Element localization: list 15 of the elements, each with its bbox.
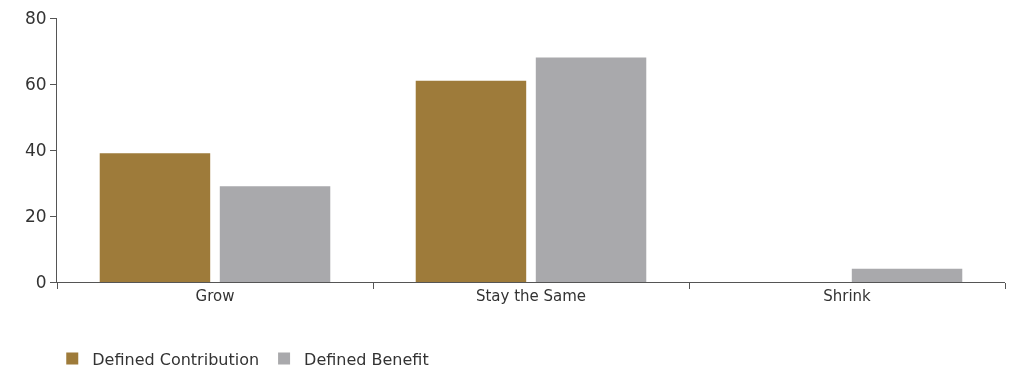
legend-label: Defined Benefit (304, 349, 429, 369)
x-tick-label: Grow (195, 287, 235, 305)
y-tick-label: 40 (24, 139, 47, 160)
y-tick-label: 20 (24, 205, 47, 226)
bar (535, 57, 647, 282)
bar (415, 80, 527, 282)
bar (99, 153, 211, 282)
y-tick-label: 60 (24, 73, 47, 94)
legend-label: Defined Contribution (92, 349, 260, 369)
y-tick-label: 80 (24, 7, 47, 28)
y-tick-label: 0 (35, 271, 47, 292)
x-tick-label: Shrink (823, 287, 872, 305)
x-tick-label: Stay the Same (475, 287, 587, 305)
bar (219, 186, 331, 282)
bar (851, 268, 963, 282)
